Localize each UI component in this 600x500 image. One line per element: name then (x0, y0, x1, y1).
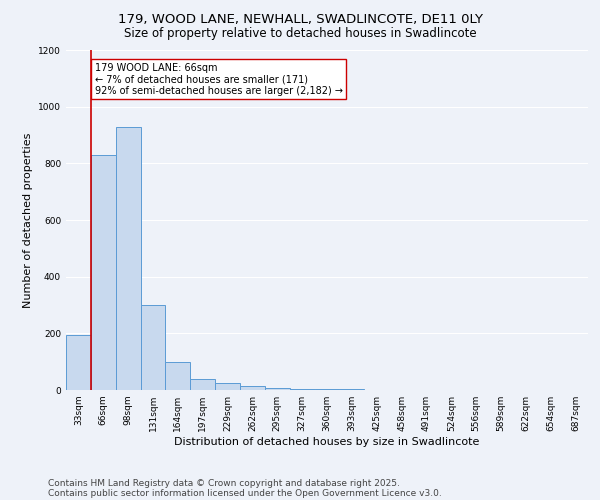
Text: Size of property relative to detached houses in Swadlincote: Size of property relative to detached ho… (124, 28, 476, 40)
Bar (215, 383, 240, 390)
Text: Contains HM Land Registry data © Crown copyright and database right 2025.: Contains HM Land Registry data © Crown c… (48, 478, 400, 488)
Bar (140, 305, 166, 390)
Bar (166, 362, 190, 390)
Bar (66, 335, 91, 390)
Bar (91, 155, 116, 390)
X-axis label: Distribution of detached houses by size in Swadlincote: Distribution of detached houses by size … (175, 437, 479, 447)
Bar (240, 386, 265, 390)
Bar (290, 388, 314, 390)
Bar (314, 389, 340, 390)
Text: 179, WOOD LANE, NEWHALL, SWADLINCOTE, DE11 0LY: 179, WOOD LANE, NEWHALL, SWADLINCOTE, DE… (118, 12, 482, 26)
Bar (190, 378, 215, 390)
Bar (265, 388, 290, 390)
Text: 179 WOOD LANE: 66sqm
← 7% of detached houses are smaller (171)
92% of semi-detac: 179 WOOD LANE: 66sqm ← 7% of detached ho… (95, 62, 343, 96)
Y-axis label: Number of detached properties: Number of detached properties (23, 132, 32, 308)
Bar (116, 126, 140, 390)
Text: Contains public sector information licensed under the Open Government Licence v3: Contains public sector information licen… (48, 488, 442, 498)
